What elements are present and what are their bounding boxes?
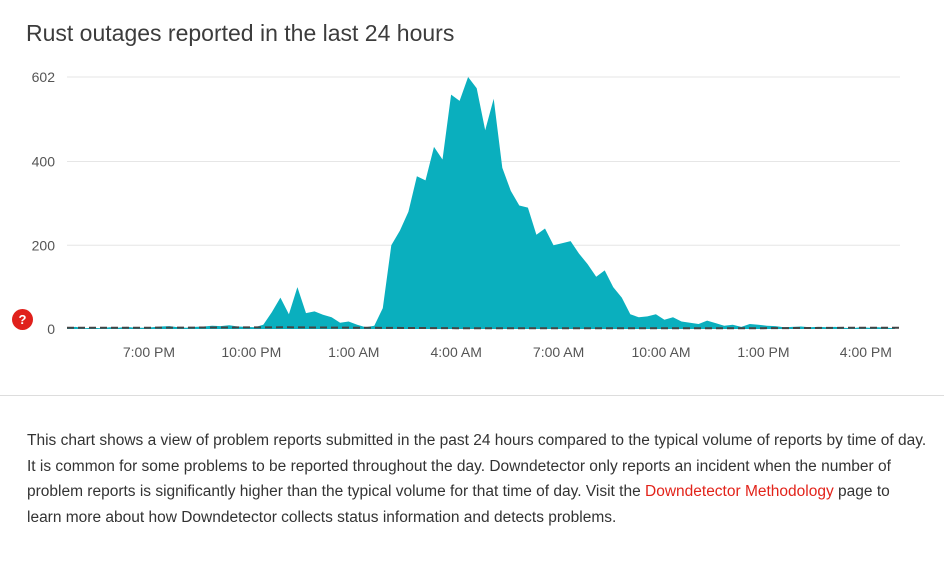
x-tick-label: 4:00 AM — [431, 344, 482, 360]
x-tick-label: 7:00 PM — [123, 344, 175, 360]
x-tick-label: 10:00 AM — [631, 344, 690, 360]
y-tick-label: 0 — [47, 321, 55, 337]
reports-area — [67, 77, 895, 329]
y-tick-label: 200 — [32, 237, 56, 253]
baseline — [67, 326, 900, 330]
chart-description: This chart shows a view of problem repor… — [27, 428, 927, 530]
methodology-link[interactable]: Downdetector Methodology — [645, 483, 834, 500]
description-text: This chart shows a view of problem repor… — [27, 432, 927, 500]
x-tick-label: 7:00 AM — [533, 344, 584, 360]
y-tick-label: 400 — [32, 154, 56, 170]
x-tick-label: 1:00 PM — [737, 344, 789, 360]
x-tick-label: 4:00 PM — [840, 344, 892, 360]
y-axis: 0 200 400 602 — [32, 69, 56, 337]
chart-area — [67, 77, 895, 329]
divider — [0, 395, 944, 396]
y-tick-label: 602 — [32, 69, 56, 85]
baseline-line — [67, 326, 900, 330]
x-axis: 7:00 PM 10:00 PM 1:00 AM 4:00 AM 7:00 AM 10:0… — [123, 344, 892, 360]
help-icon[interactable]: ? — [12, 309, 33, 330]
x-tick-label: 10:00 PM — [221, 344, 281, 360]
description-text-end: page to learn more about how Downdetecto… — [27, 483, 890, 526]
x-tick-label: 1:00 AM — [328, 344, 379, 360]
outage-chart: 0 200 400 602 7:00 PM 10:00 PM 1:00 AM 4:00 AM… — [32, 69, 900, 360]
chart-title: Rust outages reported in the last 24 hou… — [26, 20, 455, 46]
